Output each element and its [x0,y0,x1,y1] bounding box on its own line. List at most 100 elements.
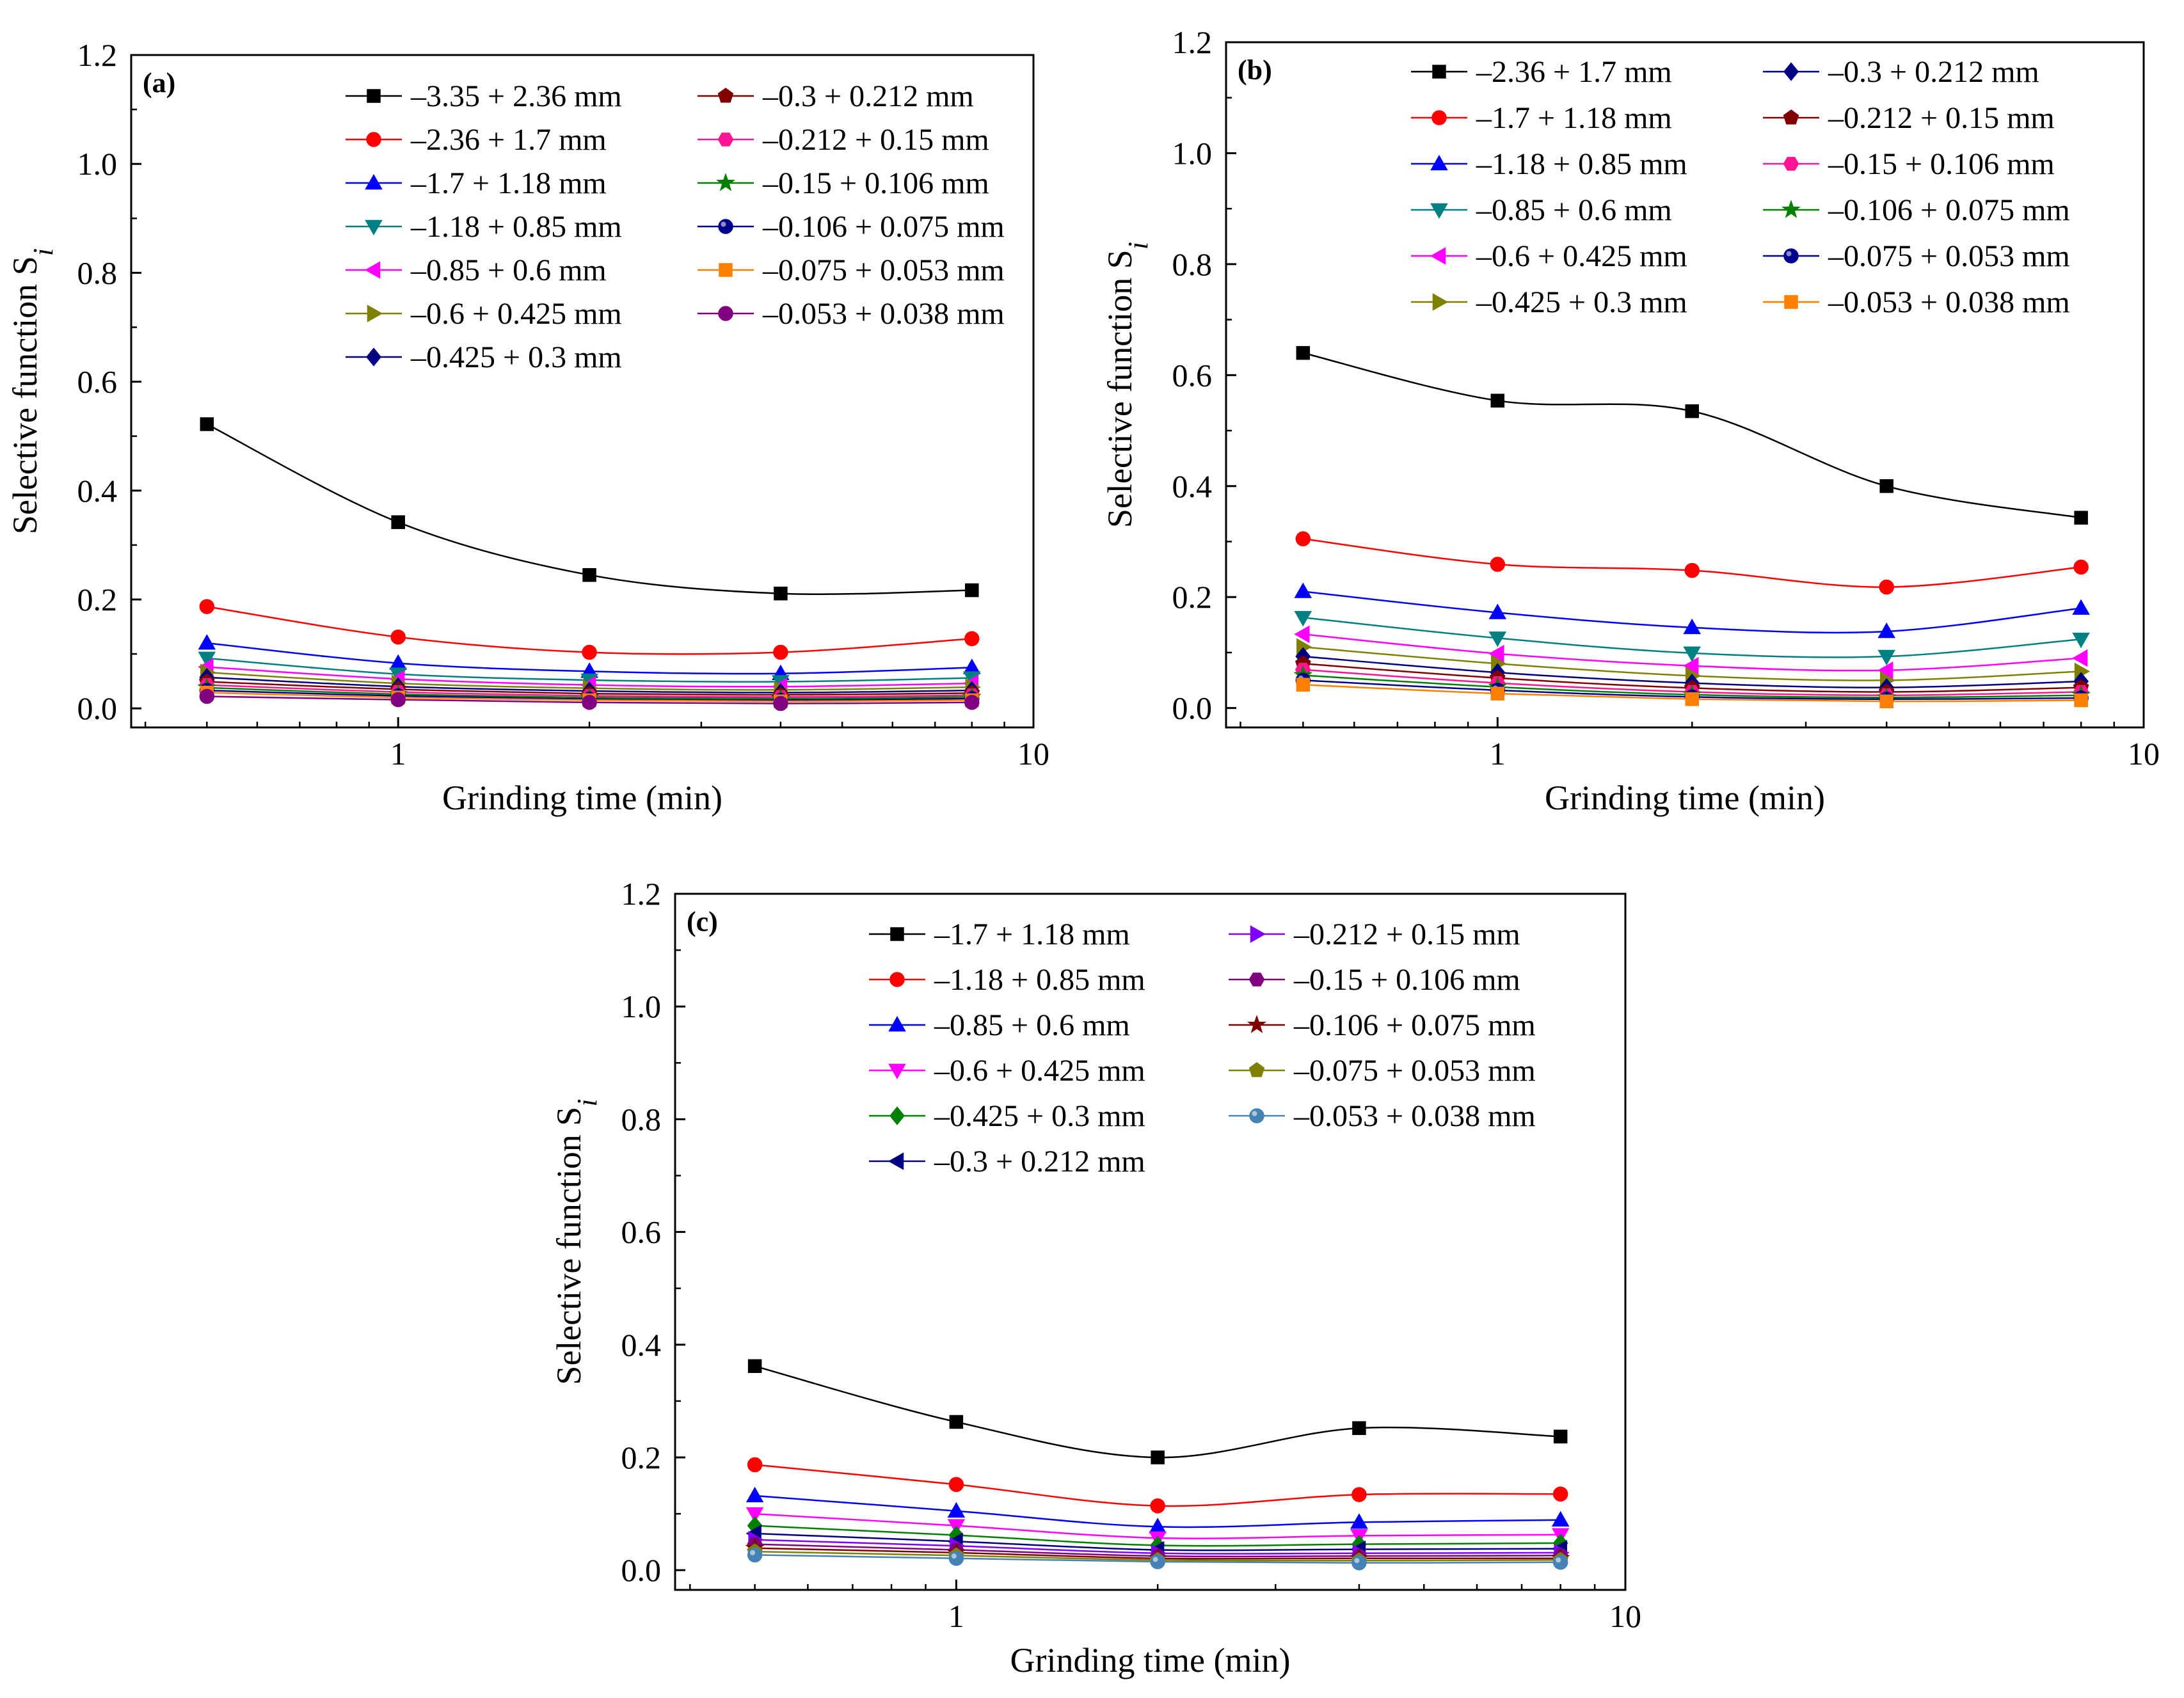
legend-entry: –1.7 + 1.18 mm [869,917,1130,951]
legend-marker [1431,110,1447,125]
legend-marker [1248,972,1265,987]
legend-marker [1248,1062,1265,1077]
legend-entry: –0.053 + 0.038 mm [697,297,1005,331]
legend-entry: –0.075 + 0.053 mm [697,253,1005,287]
y-tick-label: 0.2 [77,582,118,617]
data-point [1877,622,1895,639]
data-point [1294,611,1312,627]
legend-marker [1247,1015,1266,1033]
x-tick-label: 10 [1017,736,1049,772]
data-point [1877,661,1893,679]
x-tick-label: 1 [948,1598,964,1634]
data-point [198,634,216,650]
legend-marker [1783,248,1799,264]
panel-c: 0.0 0.2 0.4 0.6 0.8 1.0 1.2 1 10 Grinding time (m… [550,876,1641,1679]
legend-entry: –1.18 + 0.85 mm [346,210,622,244]
series-line [754,1365,1561,1459]
legend-marker [366,347,381,367]
legend-label: –1.7 + 1.18 mm [410,166,607,200]
data-point [774,586,788,601]
data-point [1488,644,1504,663]
data-point [1151,1450,1165,1464]
legend-entry: –0.106 + 0.075 mm [697,210,1005,244]
legend-entry: –2.36 + 1.7 mm [1411,55,1672,89]
legend-label: –0.6 + 0.425 mm [1476,239,1687,273]
y-tick-label: 0.6 [1172,357,1213,393]
legend-marker [888,1152,904,1170]
legend-entry: –0.425 + 0.3 mm [869,1099,1145,1133]
data-point [391,515,405,529]
legend-entry: –0.15 + 0.106 mm [1229,963,1520,997]
data-point [1150,1554,1165,1569]
x-tick-label: 1 [390,736,406,772]
data-point [1552,1486,1568,1502]
y-tick-label: 0.0 [621,1552,662,1588]
legend-entry: –0.85 + 0.6 mm [1411,193,1672,227]
y-tick-label: 0.4 [77,473,118,509]
data-point [582,695,597,710]
legend-marker [365,173,383,190]
legend-marker [1430,154,1448,171]
data-point [390,629,406,645]
panel-label: (a) [143,67,175,99]
x-axis-title: Grinding time (min) [442,779,722,817]
legend-entry: –0.3 + 0.212 mm [697,79,974,113]
panel-b: 0.0 0.2 0.4 0.6 0.8 1.0 1.2 1 10 Grinding time (m… [1101,24,2160,817]
x-tick-label: 10 [2128,736,2160,772]
data-point [773,695,788,711]
y-axis-title: Selective function Si [6,248,59,534]
legend-marker [367,89,381,103]
legend-entry: –0.6 + 0.425 mm [869,1054,1145,1088]
legend-label: –0.15 + 0.106 mm [762,166,989,200]
series-2 [1294,582,2090,639]
data-point [745,1507,764,1523]
legend-entry: –0.85 + 0.6 mm [869,1008,1130,1042]
data-point [1294,582,1312,598]
legend-label: –0.15 + 0.106 mm [1293,963,1520,997]
data-point-highlight [750,1550,756,1555]
legend-label: –0.053 + 0.038 mm [1293,1099,1536,1133]
legend-marker [1250,925,1266,943]
legend-marker [365,219,383,236]
legend-label: –2.36 + 1.7 mm [410,123,607,157]
series-4 [1294,625,2088,679]
data-point [745,1486,764,1503]
legend-label: –0.3 + 0.212 mm [934,1145,1145,1178]
data-point [948,1550,964,1566]
legend-entry: –1.7 + 1.18 mm [346,166,607,200]
legend-marker [1432,65,1446,79]
legend-label: –3.35 + 2.36 mm [410,79,622,113]
series-2 [745,1486,1570,1534]
legend-entry: –0.075 + 0.053 mm [1763,239,2070,273]
data-point [1295,531,1311,546]
data-point [1296,678,1311,692]
data-point [582,644,597,660]
data-point [1490,557,1506,572]
legend-marker [716,173,735,191]
y-axis-title: Selective function Si [550,1099,603,1385]
legend-label: –1.7 + 1.18 mm [934,917,1130,951]
legend-marker [367,305,383,322]
series-12 [199,688,980,711]
legend-entry: –0.425 + 0.3 mm [1411,285,1687,319]
legend-entry: –0.106 + 0.075 mm [1229,1008,1536,1042]
data-point-highlight [1354,1558,1360,1564]
y-tick-label: 1.0 [1172,135,1213,171]
legend-label: –0.053 + 0.038 mm [762,297,1005,331]
legend-marker [718,306,733,321]
data-point-highlight [951,1553,957,1559]
legend-entry: –0.15 + 0.106 mm [1763,147,2055,181]
y-tick-label: 0.8 [77,255,118,290]
data-point-highlight [1556,1557,1561,1563]
legend-entry: –0.85 + 0.6 mm [346,253,607,287]
plot-frame [1225,41,2145,729]
legend-label: –0.075 + 0.053 mm [762,253,1005,287]
legend-marker [719,263,733,277]
legend-marker [1783,109,1799,125]
legend-label: –0.106 + 0.075 mm [762,210,1005,244]
legend-marker [1432,293,1449,311]
legend: –1.7 + 1.18 mm –1.18 + 0.85 mm –0.85 + 0.6… [869,917,1536,1178]
data-point [1351,1555,1367,1571]
series-0 [747,1359,1568,1464]
y-tick-label: 0.2 [621,1440,662,1475]
